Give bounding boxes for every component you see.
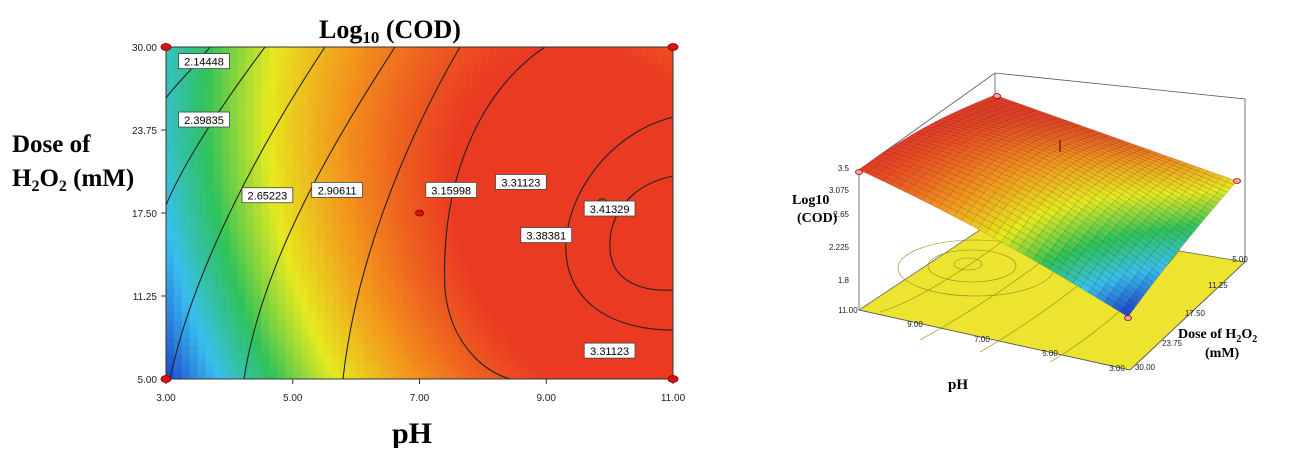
surface-chart: 1.8 2.225 2.65 3.075 3.5 11.00 9.00 7.00 5.00 3.0… — [792, 72, 1257, 393]
surface-design-point — [1233, 178, 1241, 184]
design-point — [160, 43, 172, 51]
contour-lines — [166, 47, 673, 379]
y-ticks: 5.00 11.25 17.50 23.75 30.00 — [132, 43, 166, 386]
surface-x-tick-label: 9.00 — [907, 320, 923, 329]
surface-x-tick-label: 5.00 — [1042, 349, 1058, 358]
x-tick-label: 5.00 — [283, 393, 303, 404]
surface-design-point — [1124, 315, 1132, 321]
design-point — [667, 43, 679, 51]
svg-text:3.38381: 3.38381 — [526, 231, 566, 243]
svg-text:2.39835: 2.39835 — [184, 115, 224, 127]
y-tick-label: 11.25 — [133, 292, 158, 303]
contour-labels: 2.14448 2.39835 2.65223 2.90611 3.15998 3.311… — [178, 53, 636, 359]
contour-label: 3.31123 — [495, 174, 547, 190]
surface-y-tick-label: 5.00 — [1232, 255, 1248, 264]
svg-text:3.31123: 3.31123 — [501, 177, 540, 189]
x-ticks: 3.00 5.00 7.00 9.00 11.00 — [156, 379, 686, 404]
contour-label: 3.38381 — [520, 227, 573, 243]
svg-text:2.90611: 2.90611 — [318, 185, 357, 197]
z-tick-label: 3.075 — [829, 186, 850, 195]
surface-y-tick-label: 11.25 — [1208, 281, 1228, 290]
y-axis-label-line1: Dose of — [12, 131, 91, 158]
surface-y-tick-label: 17.50 — [1185, 309, 1206, 318]
y-tick-label: 30.00 — [132, 43, 157, 54]
z-axis-label-line1: Log10 — [792, 193, 829, 208]
contour-label: 2.14448 — [178, 53, 230, 70]
center-point — [415, 209, 424, 217]
y-tick-label: 23.75 — [132, 126, 157, 137]
contour-label: 3.15998 — [425, 182, 477, 198]
contour-label: 2.65223 — [241, 187, 294, 204]
x-tick-label: 11.00 — [661, 393, 686, 404]
svg-text:3.15998: 3.15998 — [431, 185, 471, 197]
z-tick-label: 2.225 — [829, 243, 850, 252]
surface-y-tick-label: 23.75 — [1162, 339, 1183, 348]
z-tick-label: 3.5 — [838, 164, 850, 173]
svg-text:2.14448: 2.14448 — [184, 57, 224, 69]
surface-design-point — [855, 169, 863, 175]
svg-text:3.41329: 3.41329 — [590, 204, 630, 216]
surface-design-point — [993, 93, 1001, 99]
surface-box-front — [858, 261, 1246, 371]
contour-label: 2.90611 — [311, 182, 363, 198]
z-tick-label: 1.8 — [838, 276, 850, 285]
heatmap-field — [166, 47, 673, 379]
contour-label: 3.41329 — [583, 200, 636, 217]
x-axis-label: pH — [392, 417, 432, 448]
z-tick-label: 2.65 — [833, 210, 849, 219]
response-surface — [855, 93, 1241, 321]
svg-text:3.31123: 3.31123 — [590, 346, 629, 358]
title-suffix: (COD) — [379, 15, 461, 44]
surface-x-tick-label: 7.00 — [974, 335, 990, 344]
surface-x-axis-label: pH — [948, 377, 968, 393]
design-point — [160, 375, 172, 383]
surface-ticks: 1.8 2.225 2.65 3.075 3.5 11.00 9.00 7.00 5.00 3.0… — [829, 164, 1248, 373]
x-tick-label: 7.00 — [410, 393, 430, 404]
y-tick-label: 17.50 — [132, 209, 157, 220]
contour-chart: Log10 (COD) Dose of H2O2 (mM) pH 3.00 5.0… — [12, 15, 686, 450]
surface-y-axis-label-line2: (mM) — [1205, 346, 1240, 361]
svg-text:2.65223: 2.65223 — [248, 191, 288, 203]
design-point — [667, 375, 679, 383]
contour-label: 3.31123 — [583, 342, 636, 359]
surface-x-tick-label: 3.00 — [1109, 364, 1125, 373]
contour-title: Log10 (COD) — [319, 15, 461, 47]
title-subscript: 10 — [362, 28, 379, 47]
contour-label: 2.39835 — [178, 111, 230, 128]
y-tick-label: 5.00 — [138, 375, 158, 386]
surface-y-axis-label-line1: Dose of H2O2 — [1178, 327, 1257, 345]
surface-x-tick-label: 11.00 — [838, 306, 858, 315]
design-point-markers — [160, 43, 679, 383]
title-main: Log — [319, 15, 362, 44]
x-tick-label: 3.00 — [156, 393, 176, 404]
surface-y-tick-label: 30.00 — [1135, 363, 1156, 372]
x-tick-label: 9.00 — [537, 393, 557, 404]
z-axis-label-line2: (COD) — [797, 211, 838, 226]
y-axis-label-line2: H2O2 (mM) — [12, 165, 134, 195]
